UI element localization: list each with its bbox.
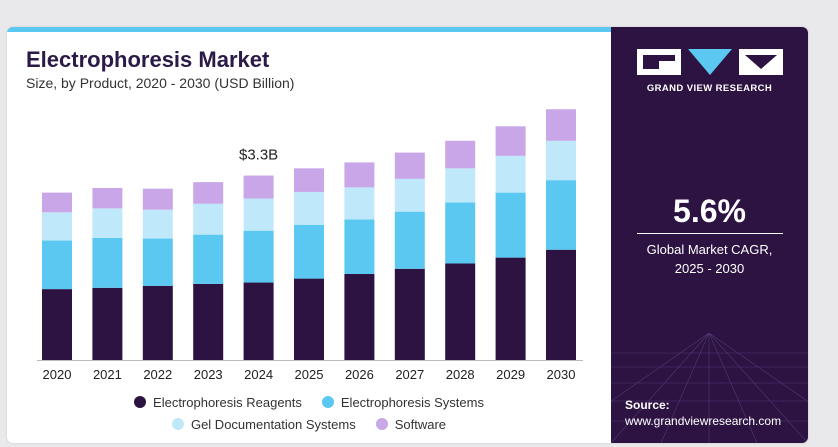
x-tick-2026: 2026 [345, 367, 374, 382]
grid-texture-decoration [611, 333, 808, 443]
bar-2027-electrophoresis-reagents [394, 268, 425, 360]
bar-2029-gel-documentation-systems [495, 155, 526, 193]
cagr-label-line1: Global Market CAGR, [646, 242, 773, 257]
bar-2021-electrophoresis-reagents [92, 287, 123, 360]
bar-2030-gel-documentation-systems [546, 140, 576, 181]
bar-2024-electrophoresis-systems [243, 230, 274, 283]
legend-swatch-software [375, 418, 388, 430]
bar-2030-electrophoresis-reagents [546, 249, 576, 360]
bar-2027-software [394, 152, 425, 179]
bar-2029-software [495, 126, 526, 156]
bar-2020-electrophoresis-reagents [42, 289, 72, 360]
legend-item-software: Software [375, 416, 447, 432]
legend-item-systems: Electrophoresis Systems [321, 394, 484, 410]
accent-bar [7, 27, 611, 32]
bar-2026-gel-documentation-systems [344, 187, 375, 220]
bar-2024-gel-documentation-systems [243, 198, 274, 231]
brand-name: GRAND VIEW RESEARCH [646, 83, 773, 94]
x-tick-2024: 2024 [244, 367, 273, 382]
legend-label-reagents: Electrophoresis Reagents [153, 394, 302, 410]
cagr-value: 5.6% [673, 193, 746, 229]
legend-label-software: Software [394, 416, 447, 432]
legend-item-gel-documentation: Gel Documentation Systems [171, 416, 356, 432]
cagr-label: Global Market CAGR, 2025 - 2030 [611, 240, 808, 278]
bar-2022-electrophoresis-systems [142, 238, 173, 286]
bar-2028-electrophoresis-reagents [445, 263, 476, 360]
legend-label-systems: Electrophoresis Systems [340, 394, 484, 410]
bar-2025-gel-documentation-systems [294, 191, 324, 225]
bar-2023-software [193, 182, 224, 204]
bar-2021-electrophoresis-systems [92, 237, 123, 288]
bar-2023-electrophoresis-reagents [193, 283, 224, 360]
bar-2021-gel-documentation-systems [92, 208, 123, 238]
cagr-divider [637, 233, 783, 234]
bar-2020-electrophoresis-systems [42, 240, 72, 290]
bar-2022-gel-documentation-systems [142, 209, 173, 239]
source-note: Source: www.grandviewresearch.com [625, 397, 781, 429]
x-tick-2023: 2023 [194, 367, 223, 382]
x-tick-2021: 2021 [93, 367, 122, 382]
bar-2029-electrophoresis-reagents [495, 257, 526, 360]
data-label-2024: $3.3B [239, 147, 278, 164]
bar-2023-gel-documentation-systems [193, 203, 224, 235]
source-label: Source: [625, 398, 670, 412]
info-panel: GRAND VIEW RESEARCH 5.6% Global Market C… [611, 27, 808, 443]
bar-2025-electrophoresis-systems [294, 224, 324, 279]
legend-row-1: Electrophoresis Reagents Electrophoresis… [7, 391, 611, 413]
chart-subtitle: Size, by Product, 2020 - 2030 (USD Billi… [26, 75, 295, 91]
cagr-label-line2: 2025 - 2030 [674, 261, 745, 276]
bar-2030-electrophoresis-systems [546, 180, 576, 250]
bar-2025-software [294, 168, 324, 192]
legend-swatch-gel-documentation [171, 418, 184, 430]
x-tick-2020: 2020 [43, 367, 72, 382]
bar-2028-gel-documentation-systems [445, 168, 476, 203]
bar-2024-electrophoresis-reagents [243, 282, 274, 360]
grand-view-research-logo [637, 49, 783, 75]
legend-item-reagents: Electrophoresis Reagents [134, 395, 302, 410]
chart-title: Electrophoresis Market [26, 47, 270, 72]
chart-card: Electrophoresis Market Size, by Product,… [7, 27, 808, 443]
legend-swatch-reagents [134, 396, 147, 408]
bar-2021-software [92, 188, 123, 209]
x-tick-2029: 2029 [496, 367, 525, 382]
source-url[interactable]: www.grandviewresearch.com [625, 414, 782, 428]
legend-swatch-systems [321, 396, 334, 408]
x-tick-2030: 2030 [547, 367, 576, 382]
bar-2027-electrophoresis-systems [394, 211, 425, 269]
bar-2025-electrophoresis-reagents [294, 278, 324, 360]
chart-legend: Electrophoresis Reagents Electrophoresis… [7, 391, 611, 435]
legend-label-gel-documentation: Gel Documentation Systems [190, 416, 356, 432]
bar-2026-electrophoresis-reagents [344, 274, 375, 360]
bar-2020-software [42, 192, 72, 213]
bar-2028-software [445, 140, 476, 169]
x-tick-2025: 2025 [295, 367, 324, 382]
x-tick-2022: 2022 [143, 367, 172, 382]
bar-2023-electrophoresis-systems [193, 234, 224, 284]
stacked-bar-chart: 2020 2021 2022 2023 2024 2025 2026 2027 2028 2029… [37, 109, 583, 382]
bar-2026-software [344, 162, 375, 188]
bar-2029-electrophoresis-systems [495, 192, 526, 258]
x-tick-2028: 2028 [446, 367, 475, 382]
x-tick-2027: 2027 [395, 367, 424, 382]
bar-2020-gel-documentation-systems [42, 212, 72, 241]
legend-row-2: Gel Documentation Systems Software [7, 413, 611, 435]
bar-2028-electrophoresis-systems [445, 202, 476, 264]
bar-2026-electrophoresis-systems [344, 219, 375, 275]
bar-2022-software [142, 188, 173, 210]
bar-2022-electrophoresis-reagents [142, 285, 173, 360]
bar-2027-gel-documentation-systems [394, 178, 425, 212]
bar-2030-software [546, 109, 576, 141]
bar-2024-software [243, 175, 274, 199]
